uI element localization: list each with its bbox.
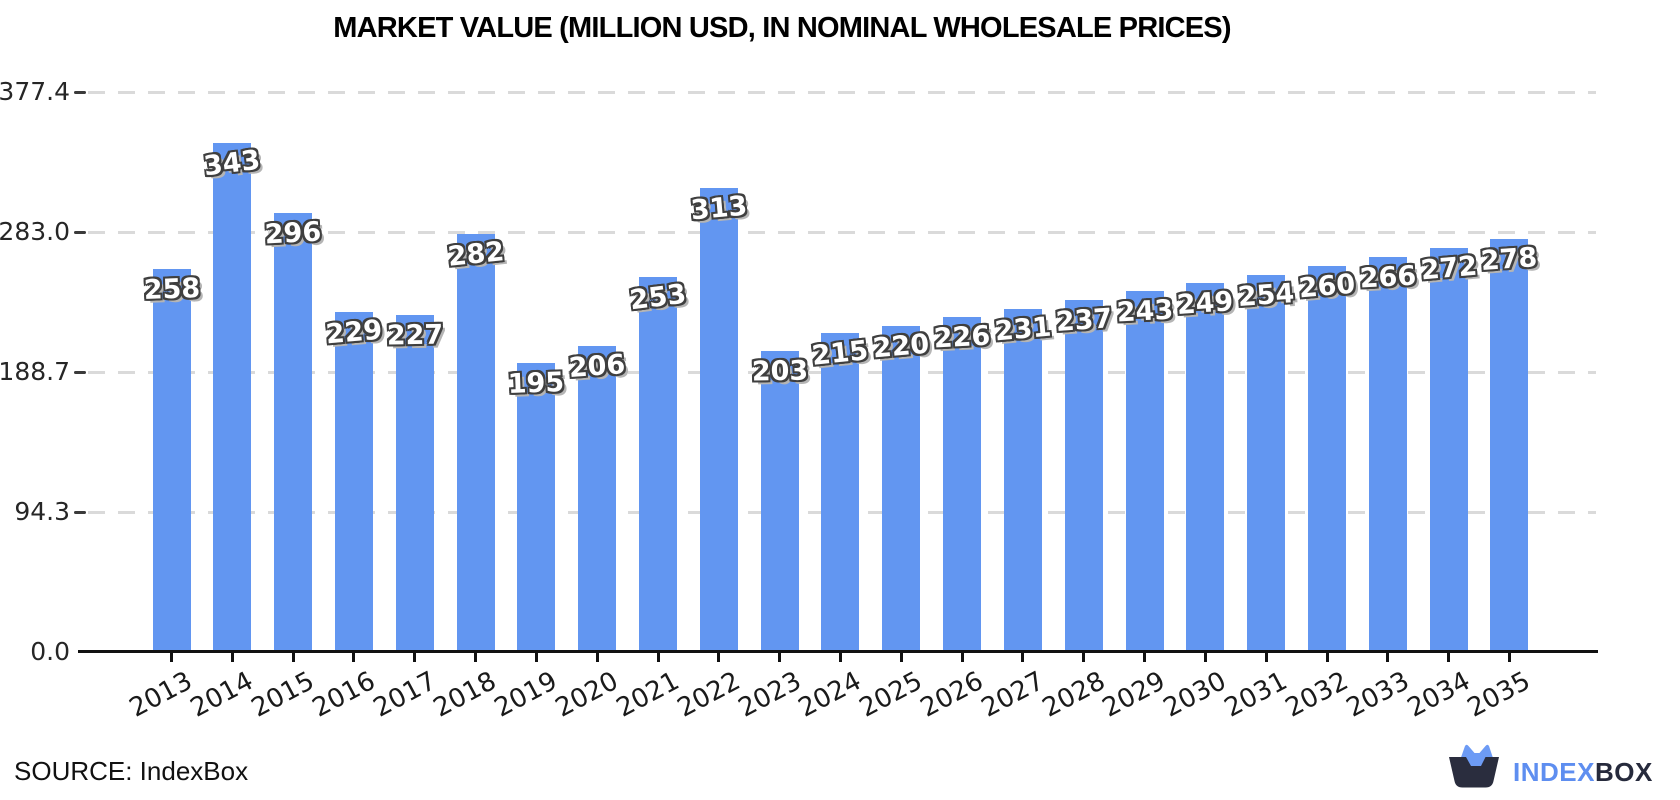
logo-text-index: INDEX [1513,756,1595,787]
y-tick-mark [74,91,86,94]
bar [943,316,982,652]
bar [395,315,434,652]
gridline [88,91,1596,94]
bar-value-label: 282 [445,235,506,273]
x-tick-mark [1507,653,1511,662]
x-tick-mark [352,653,356,662]
bar [1003,309,1042,652]
x-tick-label: 2013 [125,666,198,724]
x-tick-mark [1021,653,1025,662]
y-tick-mark [74,231,86,235]
gridline [88,231,1596,235]
y-tick-mark [74,371,86,374]
x-tick-label: 2030 [1158,666,1232,724]
bar-value-label: 296 [264,216,323,251]
x-tick-label: 2015 [246,666,320,724]
x-tick-mark [1143,653,1147,662]
x-tick-mark [1386,653,1390,662]
x-tick-label: 2029 [1098,666,1171,724]
x-tick-mark [778,653,782,662]
bar [1308,266,1347,652]
bar [517,362,556,652]
bar-value-label: 206 [568,349,627,385]
bar [1368,257,1407,652]
x-tick-label: 2016 [307,666,381,724]
y-tick-label: 283.0 [0,217,70,247]
x-tick-mark [291,653,295,662]
indexbox-logo-icon [1449,744,1499,788]
bar [1429,248,1468,652]
x-tick-label: 2023 [733,666,806,724]
y-tick-mark [74,511,86,515]
bar [821,332,860,652]
bar [1186,282,1225,652]
bar [699,187,738,652]
x-tick-mark [960,653,964,662]
bar [639,276,678,652]
x-axis-line [78,650,1598,653]
x-tick-label: 2014 [185,666,259,724]
x-tick-label: 2020 [550,666,624,724]
x-tick-mark [413,653,417,662]
bar-value-label: 258 [142,273,201,307]
x-tick-label: 2021 [611,666,685,724]
x-tick-label: 2028 [1037,666,1110,724]
bar [1247,275,1286,652]
x-tick-mark [595,653,599,662]
x-tick-label: 2018 [429,666,502,724]
y-tick-label: 0.0 [30,637,70,666]
x-tick-label: 2017 [368,666,441,724]
x-tick-mark [1447,653,1451,662]
bar [578,346,617,652]
x-tick-label: 2019 [489,666,563,724]
bar-value-label: 253 [628,278,688,316]
bar [334,312,373,652]
x-tick-mark [656,653,660,662]
x-tick-label: 2024 [794,666,867,724]
bar-value-label: 278 [1480,242,1539,278]
x-tick-label: 2022 [672,666,745,724]
bar [213,143,252,652]
bar-value-label: 313 [689,190,749,226]
x-tick-mark [1203,653,1207,662]
logo-text: INDEXBOX [1513,757,1653,788]
x-tick-label: 2032 [1280,666,1354,724]
x-tick-mark [1325,653,1329,662]
bar [1064,300,1103,652]
x-tick-label: 2033 [1341,666,1414,724]
bar [456,233,495,652]
bar [882,325,921,652]
x-tick-mark [474,653,478,662]
x-tick-mark [899,653,903,662]
bar [274,212,313,652]
x-tick-mark [1264,653,1268,662]
bar-value-label: 343 [202,144,263,183]
y-tick-label: 188.7 [0,357,70,386]
source-label: SOURCE: IndexBox [14,756,249,786]
bar [760,350,799,652]
x-tick-mark [170,653,173,662]
x-tick-label: 2034 [1402,666,1475,724]
y-tick-label: 94.3 [14,497,70,527]
x-tick-mark [838,653,842,662]
x-tick-label: 2035 [1463,666,1536,724]
x-tick-mark [1082,653,1086,662]
x-tick-label: 2026 [915,666,989,724]
x-tick-mark [717,653,721,662]
chart-title: MARKET VALUE (MILLION USD, IN NOMINAL WH… [333,12,1231,44]
logo-text-box: BOX [1594,756,1653,787]
indexbox-logo: INDEXBOX [1446,740,1653,790]
x-tick-label: 2031 [1219,666,1293,724]
x-tick-mark [534,653,538,662]
x-tick-label: 2027 [976,666,1050,724]
y-tick-label: 377.4 [0,77,70,106]
bar [1125,291,1164,652]
x-tick-mark [230,653,234,662]
bar [1490,239,1529,652]
bar [152,269,191,652]
x-tick-label: 2025 [854,666,928,724]
bar-value-label: 227 [386,319,444,352]
